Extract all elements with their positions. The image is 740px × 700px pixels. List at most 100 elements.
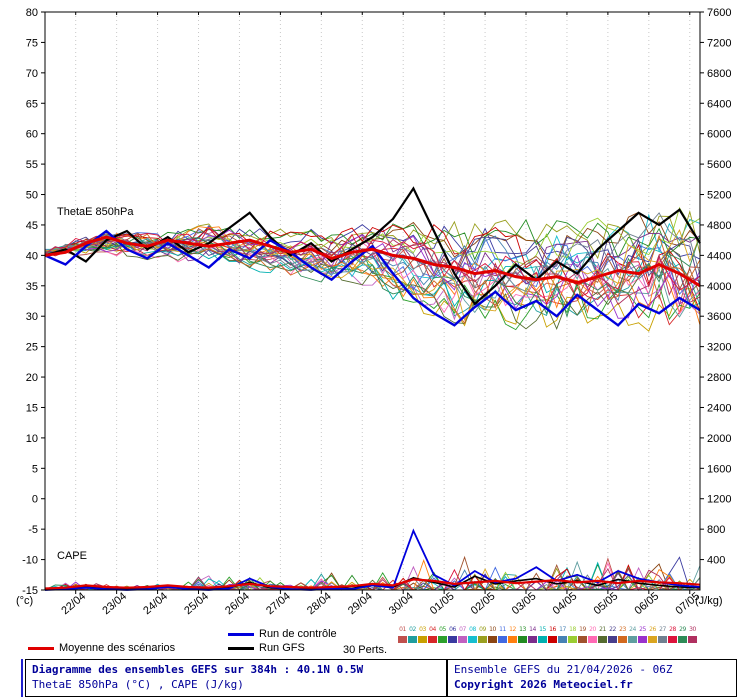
pert-number: 25 [639,626,646,633]
y-left-tick-label: 25 [26,342,38,354]
date-label: 28/04 [305,590,334,617]
pert-chip: 10 [488,626,497,643]
pert-chip: 18 [568,626,577,643]
pert-number: 24 [629,626,636,633]
y-left-tick-label: 80 [26,7,38,19]
pert-color-swatch [418,636,427,643]
pert-color-swatch [598,636,607,643]
y-right-tick-label: 6800 [707,68,731,80]
y-right-tick-label: 6400 [707,98,731,110]
pert-chip: 01 [398,626,407,643]
control-line-swatch [228,632,254,636]
pert-number: 16 [549,626,556,633]
pert-color-swatch [578,636,587,643]
legend-perts-label: 30 Perts. [343,644,388,656]
pert-number: 29 [679,626,686,633]
date-label: 04/05 [551,590,580,617]
y-left-tick-label: 60 [26,129,38,141]
pert-color-swatch [638,636,647,643]
y-right-tick-label: 2000 [707,433,731,445]
legend-gfs-label: Run GFS [259,642,305,654]
cape-mean-line [44,578,701,590]
cape-series-label: CAPE [57,550,87,562]
y-left-tick-label: 70 [26,68,38,80]
pert-number: 15 [539,626,546,633]
date-label: 23/04 [100,590,129,617]
pert-color-swatch [408,636,417,643]
pert-color-swatch [448,636,457,643]
pert-chip: 26 [648,626,657,643]
pert-color-swatch [488,636,497,643]
mean-line-swatch [28,646,54,650]
legend-perts: 30 Perts. [343,644,387,656]
pert-color-swatch [568,636,577,643]
pert-color-swatch [558,636,567,643]
y-right-tick-label: 800 [707,524,725,536]
date-label: 27/04 [264,590,293,617]
pert-color-swatch [508,636,517,643]
pert-chip: 12 [508,626,517,643]
pert-chip: 07 [458,626,467,643]
footer-right-box: Ensemble GEFS du 21/04/2026 - 06Z Copyri… [447,659,737,697]
pert-number: 07 [459,626,466,633]
date-label: 29/04 [346,590,375,617]
y-left-tick-label: 35 [26,281,38,293]
pert-color-swatch [458,636,467,643]
pert-chip: 20 [588,626,597,643]
date-label: 03/05 [510,590,539,617]
y-left-tick-label: 75 [26,37,38,49]
ensemble-chart: 22/04 23/04 24/04 25/04 26/04 27/04 28/04 29/04… [22,7,731,617]
y-left-tick-label: -15 [22,585,38,597]
y-left-tick-label: -5 [28,524,38,536]
y-left-tick-label: 0 [32,494,38,506]
run-info: Ensemble GEFS du 21/04/2026 - 06Z [454,663,673,676]
y-right-tick-label: 4000 [707,281,731,293]
y-right-tick-label: 5600 [707,159,731,171]
perturbation-color-key: 01 02 03 04 05 06 07 08 09 10 11 12 13 14 15 16 17 18 19 20… [398,626,708,644]
pert-number: 19 [579,626,586,633]
pert-number: 10 [489,626,496,633]
legend-control-label: Run de contrôle [259,628,337,640]
thetae-member-line [44,230,701,296]
date-label: 26/04 [223,590,252,617]
legend-gfs: Run GFS [228,642,305,654]
pert-chip: 21 [598,626,607,643]
pert-chip: 16 [548,626,557,643]
pert-color-swatch [688,636,697,643]
copyright: Copyright 2026 Meteociel.fr [454,678,633,691]
pert-color-swatch [628,636,637,643]
pert-number: 28 [669,626,676,633]
pert-chip: 05 [438,626,447,643]
diagram-subtitle: ThetaE 850hPa (°C) , CAPE (J/kg) [32,678,244,691]
pert-chip: 14 [528,626,537,643]
pert-number: 14 [529,626,536,633]
pert-chip: 15 [538,626,547,643]
gfs-line-swatch [228,646,254,650]
pert-color-swatch [658,636,667,643]
pert-number: 23 [619,626,626,633]
pert-chip: 04 [428,626,437,643]
y-right-tick-label: 3200 [707,342,731,354]
pert-number: 03 [419,626,426,633]
pert-chip: 25 [638,626,647,643]
date-label: 01/05 [428,590,457,617]
y-right-tick-label: 7600 [707,7,731,19]
pert-chip: 27 [658,626,667,643]
pert-number: 22 [609,626,616,633]
pert-color-swatch [428,636,437,643]
date-label: 30/04 [387,590,416,617]
pert-color-swatch [648,636,657,643]
y-left-tick-label: 15 [26,402,38,414]
thetae-member-line [44,218,701,261]
legend-mean-label: Moyenne des scénarios [59,642,176,654]
pert-number: 04 [429,626,436,633]
pert-color-swatch [398,636,407,643]
y-left-tick-label: 55 [26,159,38,171]
y-left-tick-label: 45 [26,220,38,232]
pert-number: 02 [409,626,416,633]
legend-mean: Moyenne des scénarios [28,642,175,654]
pert-color-swatch [528,636,537,643]
pert-color-swatch [618,636,627,643]
footer-accent-bar [21,659,23,697]
y-right-tick-label: 4800 [707,220,731,232]
